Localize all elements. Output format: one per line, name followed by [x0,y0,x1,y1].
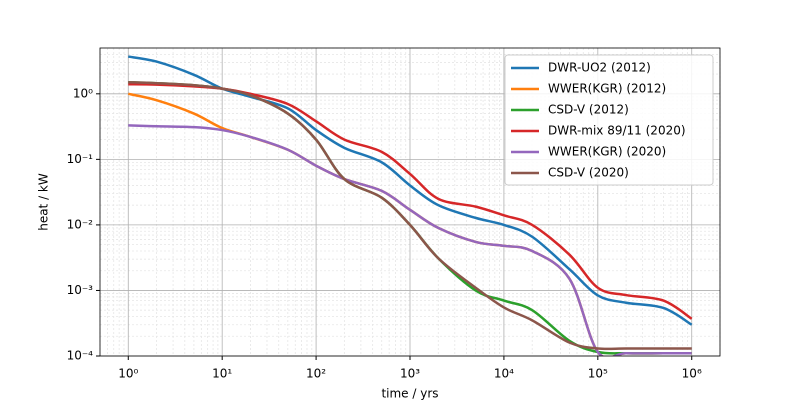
y-tick-label: 10⁻¹ [67,152,94,166]
x-tick-label: 10² [306,367,326,381]
legend-box [504,54,714,186]
x-axis-label: time / yrs [381,387,438,400]
legend-label: DWR-UO2 (2012) [548,61,651,75]
y-tick-label: 10⁻³ [67,283,94,297]
legend-label: CSD-V (2012) [548,103,629,117]
x-tick-label: 10⁵ [588,367,608,381]
legend-label: WWER(KGR) (2012) [548,82,666,96]
legend-label: DWR-mix 89/11 (2020) [548,124,686,138]
x-tick-label: 10⁰ [118,367,138,381]
series-line [128,124,692,356]
x-tick-label: 10¹ [212,367,232,381]
x-tick-label: 10³ [400,367,420,381]
plot-frame [99,47,721,357]
legend-label: CSD-V (2020) [548,166,629,180]
series-line [128,81,692,351]
x-tick-label: 10⁶ [682,367,702,381]
legend-label: WWER(KGR) (2020) [548,145,666,159]
y-tick-label: 10⁰ [73,86,93,100]
y-tick-label: 10⁻² [67,217,94,231]
y-axis-label: heat / kW [37,173,51,231]
y-tick-label: 10⁻⁴ [67,349,94,363]
x-tick-label: 10⁴ [494,367,514,381]
